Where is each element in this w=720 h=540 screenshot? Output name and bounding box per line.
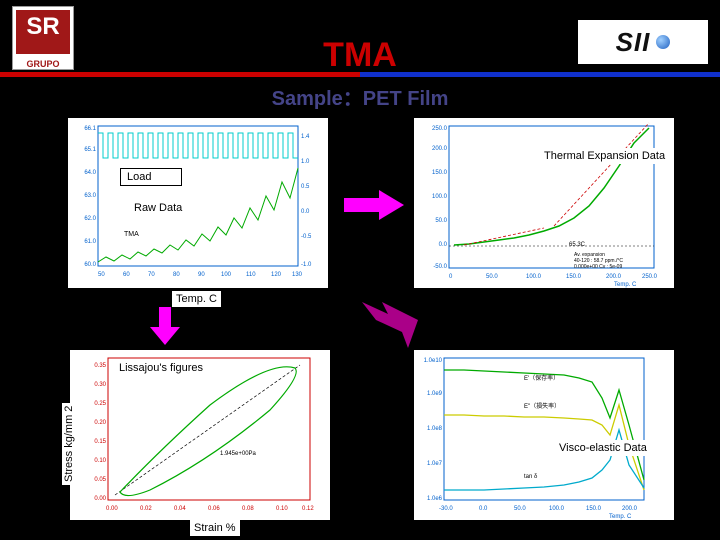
svg-text:Temp. C: Temp. C bbox=[614, 282, 637, 288]
svg-text:65.3C: 65.3C bbox=[569, 242, 586, 248]
label-lissajou: Lissajou's figures bbox=[115, 360, 207, 376]
svg-text:100: 100 bbox=[221, 272, 232, 278]
svg-text:E'（保存率）: E'（保存率） bbox=[524, 374, 559, 382]
svg-text:0.5: 0.5 bbox=[301, 184, 310, 190]
logo-right-brand: SII bbox=[616, 27, 651, 58]
svg-text:tan δ: tan δ bbox=[524, 474, 538, 480]
svg-text:150.0: 150.0 bbox=[432, 170, 448, 176]
svg-text:250.0: 250.0 bbox=[642, 274, 658, 280]
divider-red bbox=[0, 72, 360, 77]
svg-text:50: 50 bbox=[98, 272, 105, 278]
svg-text:0.10: 0.10 bbox=[276, 506, 288, 512]
svg-text:200.0: 200.0 bbox=[432, 146, 448, 152]
svg-text:0.04: 0.04 bbox=[174, 506, 186, 512]
subtitle: Sample：PET Film bbox=[0, 82, 720, 111]
svg-text:0.20: 0.20 bbox=[94, 420, 106, 426]
svg-text:150.0: 150.0 bbox=[586, 506, 602, 512]
chart-visco-elastic: -30.0 0.0 50.0 100.0 150.0 200.0 1.0e6 1.0e7 1… bbox=[414, 350, 674, 520]
label-thermal: Thermal Expansion Data bbox=[540, 148, 669, 164]
svg-text:1.0e6: 1.0e6 bbox=[427, 496, 443, 502]
svg-text:0.15: 0.15 bbox=[94, 439, 106, 445]
svg-text:90: 90 bbox=[198, 272, 205, 278]
svg-text:50.0: 50.0 bbox=[435, 218, 447, 224]
arrow-down-icon bbox=[150, 307, 180, 345]
svg-text:0.25: 0.25 bbox=[94, 401, 106, 407]
header: SR GRUPO TMA SII bbox=[0, 0, 720, 78]
logo-right: SII bbox=[578, 20, 708, 64]
svg-text:-0.5: -0.5 bbox=[301, 234, 312, 240]
svg-text:60: 60 bbox=[123, 272, 130, 278]
svg-text:1.0e7: 1.0e7 bbox=[427, 461, 443, 467]
svg-text:1.945e+00Pa: 1.945e+00Pa bbox=[220, 451, 257, 457]
svg-text:0.00: 0.00 bbox=[106, 506, 118, 512]
svg-text:TMA: TMA bbox=[124, 231, 139, 238]
svg-text:61.0: 61.0 bbox=[84, 239, 96, 245]
svg-text:0.00: 0.00 bbox=[94, 496, 106, 502]
svg-text:100.0: 100.0 bbox=[549, 506, 565, 512]
svg-text:0.06: 0.06 bbox=[208, 506, 220, 512]
svg-text:100.0: 100.0 bbox=[526, 274, 542, 280]
label-temp-c: Temp. C bbox=[172, 291, 221, 307]
svg-text:65.1: 65.1 bbox=[84, 147, 96, 153]
svg-text:0.12: 0.12 bbox=[302, 506, 314, 512]
svg-text:0.0: 0.0 bbox=[439, 242, 448, 248]
label-load: Load bbox=[120, 168, 182, 186]
label-visco: Visco-elastic Data bbox=[555, 440, 651, 456]
svg-text:-1.0: -1.0 bbox=[301, 262, 312, 268]
svg-text:1.0: 1.0 bbox=[301, 159, 310, 165]
arrow-diag-icon bbox=[360, 300, 420, 350]
ylabel-stress: Stress kg/mm 2 bbox=[62, 403, 76, 485]
svg-text:-30.0: -30.0 bbox=[439, 506, 453, 512]
chart-thermal-expansion: 050.0100.0 150.0200.0250.0 -50.00.050.0 … bbox=[414, 118, 674, 288]
svg-text:100.0: 100.0 bbox=[432, 194, 448, 200]
svg-text:0.0: 0.0 bbox=[479, 506, 488, 512]
svg-text:0.10: 0.10 bbox=[94, 458, 106, 464]
svg-text:110: 110 bbox=[246, 272, 256, 278]
svg-text:63.0: 63.0 bbox=[84, 193, 96, 199]
svg-text:64.0: 64.0 bbox=[84, 170, 96, 176]
svg-text:E"（損失率）: E"（損失率） bbox=[524, 402, 560, 410]
svg-text:200.0: 200.0 bbox=[606, 274, 622, 280]
svg-text:0.35: 0.35 bbox=[94, 363, 106, 369]
svg-text:70: 70 bbox=[148, 272, 155, 278]
svg-text:250.0: 250.0 bbox=[432, 126, 448, 132]
svg-text:Temp. C: Temp. C bbox=[609, 514, 632, 520]
svg-text:1.0e9: 1.0e9 bbox=[427, 391, 443, 397]
svg-text:120: 120 bbox=[271, 272, 282, 278]
svg-text:66.1: 66.1 bbox=[84, 126, 96, 132]
svg-text:0.0: 0.0 bbox=[301, 209, 310, 215]
label-raw-data: Raw Data bbox=[130, 200, 186, 216]
svg-text:0.05: 0.05 bbox=[94, 477, 106, 483]
arrow-right-icon bbox=[344, 190, 404, 220]
svg-text:80: 80 bbox=[173, 272, 180, 278]
svg-text:0.000e+00 Cv : 5e-09: 0.000e+00 Cv : 5e-09 bbox=[574, 264, 622, 270]
logo-right-dot-icon bbox=[656, 35, 670, 49]
svg-text:62.0: 62.0 bbox=[84, 216, 96, 222]
xlabel-strain: Strain % bbox=[190, 520, 240, 536]
chart-raw-data: 50 60 70 80 90 100 110 120 130 60.0 61.0 62.0 63… bbox=[68, 118, 328, 288]
svg-text:150.0: 150.0 bbox=[566, 274, 582, 280]
svg-text:1.0e10: 1.0e10 bbox=[424, 358, 443, 364]
svg-text:50.0: 50.0 bbox=[486, 274, 498, 280]
svg-text:60.0: 60.0 bbox=[84, 262, 96, 268]
svg-text:50.0: 50.0 bbox=[514, 506, 526, 512]
divider-blue bbox=[360, 72, 720, 77]
svg-text:1.4: 1.4 bbox=[301, 134, 310, 140]
svg-text:0.30: 0.30 bbox=[94, 382, 106, 388]
svg-text:130: 130 bbox=[292, 272, 303, 278]
svg-text:200.0: 200.0 bbox=[622, 506, 638, 512]
svg-text:-50.0: -50.0 bbox=[433, 264, 447, 270]
svg-text:0.08: 0.08 bbox=[242, 506, 254, 512]
svg-text:0.02: 0.02 bbox=[140, 506, 152, 512]
svg-text:1.0e8: 1.0e8 bbox=[427, 426, 443, 432]
